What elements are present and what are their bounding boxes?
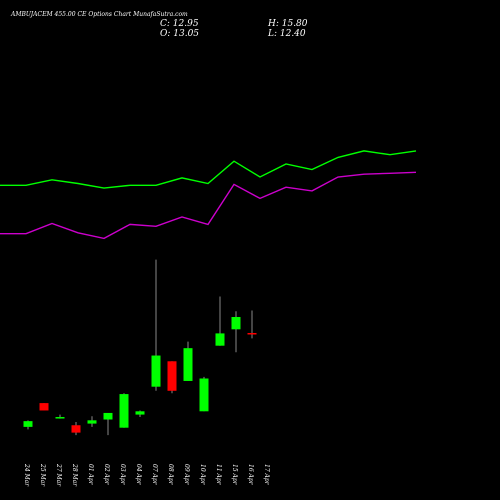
upper-band-line [0,150,417,189]
candle-body [231,317,241,330]
candle-body [119,394,129,428]
x-axis-ticks: 24 Mar 25 Mar 27 Mar 28 Mar 01 Apr 02 Apr 03 A… [23,463,270,487]
x-tick-label: 03 Apr [119,464,126,486]
candles-group [23,259,257,436]
candle-body [151,355,161,387]
candle-body [71,425,81,433]
x-tick-label: 02 Apr [103,464,110,486]
x-tick-label: 15 Apr [231,464,238,486]
x-tick-label: 07 Apr [151,464,158,486]
candle-body [103,412,113,420]
candle-body [199,378,209,412]
candle-body [247,332,257,335]
x-tick-label: 17 Apr [263,464,270,486]
x-tick-label: 09 Apr [183,464,190,486]
candle-body [55,417,65,419]
candle-body [215,333,225,346]
x-tick-label: 01 Apr [87,464,94,486]
x-tick-label: 04 Apr [135,464,142,486]
x-tick-label: 28 Mar [71,463,78,487]
candle-body [87,420,97,424]
open-value: O: 13.05 [160,29,200,39]
x-tick-label: 11 Apr [215,464,222,486]
high-value: H: 15.80 [268,19,308,29]
candle-body [135,411,145,415]
x-tick-label: 08 Apr [167,464,174,486]
chart-title: AMBUJACEM 455.00 CE Options Chart Munafa… [11,11,188,18]
x-tick-label: 16 Apr [247,464,254,486]
x-tick-label: 27 Mar [55,463,62,487]
x-tick-label: 25 Mar [39,463,46,487]
x-tick-label: 10 Apr [199,464,206,486]
candle-body [183,348,193,381]
candle-body [23,421,33,427]
low-value: L: 12.40 [268,29,306,39]
candle-body [39,403,49,411]
close-value: C: 12.95 [160,19,199,29]
x-tick-label: 24 Mar [23,463,30,487]
lower-band-line [0,171,417,240]
candle-body [167,361,177,391]
